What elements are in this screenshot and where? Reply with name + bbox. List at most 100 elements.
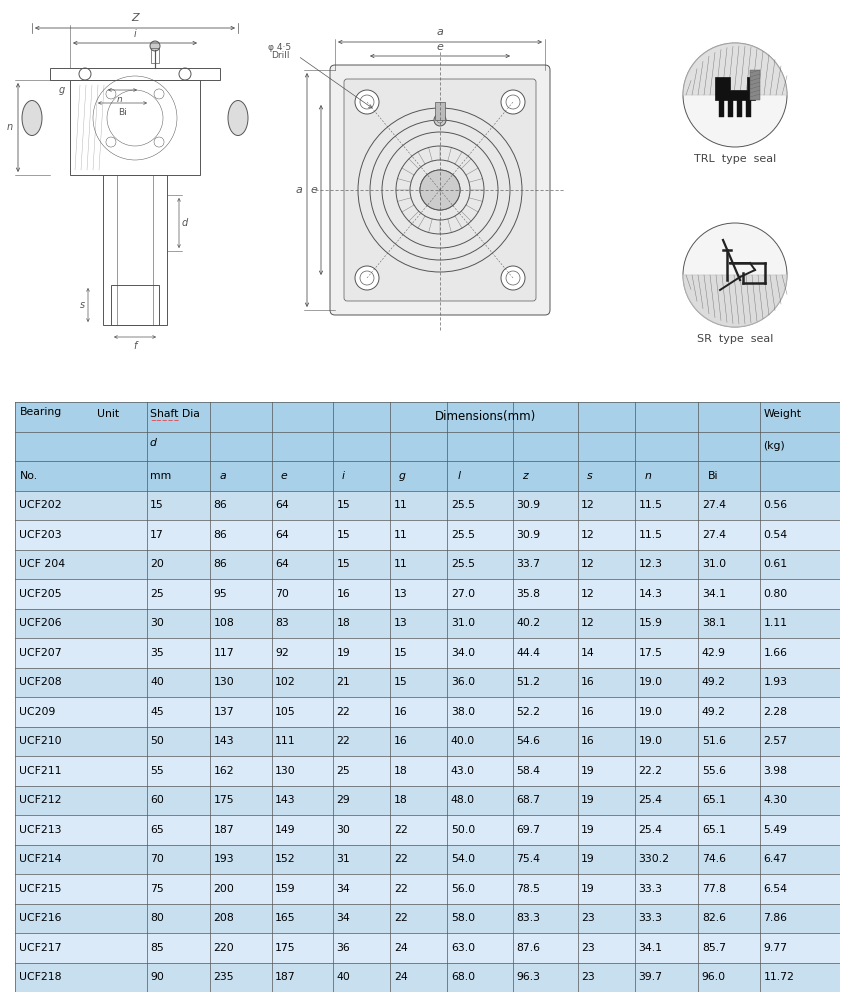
Text: 11: 11 — [394, 559, 407, 569]
Text: 12: 12 — [581, 530, 595, 540]
Text: 165: 165 — [275, 913, 296, 923]
Circle shape — [355, 266, 379, 290]
Text: 78.5: 78.5 — [516, 884, 540, 894]
Ellipse shape — [228, 101, 248, 135]
Circle shape — [420, 170, 460, 210]
Bar — [746, 99, 751, 117]
Text: 19: 19 — [581, 766, 595, 776]
Bar — [103, 175, 167, 325]
Text: 24: 24 — [394, 972, 407, 982]
Text: 30: 30 — [337, 825, 350, 835]
Text: 45: 45 — [150, 707, 164, 717]
Text: 117: 117 — [213, 648, 234, 658]
Text: e: e — [437, 42, 444, 52]
Bar — [15, 726, 840, 756]
Text: Bi: Bi — [119, 108, 128, 117]
Text: 42.9: 42.9 — [702, 648, 726, 658]
Text: 11: 11 — [394, 530, 407, 540]
Text: φ 4·5: φ 4·5 — [269, 43, 292, 52]
Text: 19.0: 19.0 — [638, 677, 662, 687]
Text: 15: 15 — [394, 677, 407, 687]
Text: 11.72: 11.72 — [763, 972, 794, 982]
Text: 1.11: 1.11 — [763, 618, 787, 628]
Text: 40.2: 40.2 — [516, 618, 540, 628]
Text: UCF210: UCF210 — [19, 736, 61, 746]
Text: l: l — [457, 471, 460, 481]
Text: (kg): (kg) — [763, 441, 785, 451]
Text: 12: 12 — [581, 589, 595, 599]
Text: 14: 14 — [581, 648, 595, 658]
Text: 80: 80 — [150, 913, 164, 923]
Text: 83: 83 — [275, 618, 289, 628]
Text: 330.2: 330.2 — [638, 854, 669, 864]
Text: g: g — [59, 85, 65, 95]
Text: 18: 18 — [394, 766, 407, 776]
Text: 2.28: 2.28 — [763, 707, 787, 717]
Text: 0.80: 0.80 — [763, 589, 788, 599]
Text: e: e — [281, 471, 287, 481]
Text: 43.0: 43.0 — [450, 766, 475, 776]
Text: 25.4: 25.4 — [638, 825, 662, 835]
Text: 16: 16 — [581, 707, 595, 717]
Text: UCF202: UCF202 — [19, 500, 61, 510]
Text: 137: 137 — [213, 707, 234, 717]
Text: s: s — [586, 471, 592, 481]
Text: 2.57: 2.57 — [763, 736, 787, 746]
Text: 31.0: 31.0 — [702, 559, 726, 569]
Text: 25: 25 — [150, 589, 164, 599]
Text: 65.1: 65.1 — [702, 825, 726, 835]
Text: 21: 21 — [337, 677, 350, 687]
Bar — [15, 874, 840, 904]
Text: 17.5: 17.5 — [638, 648, 662, 658]
Text: 38.0: 38.0 — [450, 707, 475, 717]
Text: 143: 143 — [213, 736, 234, 746]
Text: 200: 200 — [213, 884, 235, 894]
Bar — [15, 815, 840, 844]
Text: 50: 50 — [150, 736, 164, 746]
Text: 208: 208 — [213, 913, 234, 923]
Circle shape — [501, 90, 525, 114]
Bar — [50, 68, 220, 80]
Text: 35: 35 — [150, 648, 164, 658]
Text: 102: 102 — [275, 677, 296, 687]
Text: 175: 175 — [213, 795, 234, 805]
Text: 19: 19 — [337, 648, 350, 658]
Circle shape — [683, 223, 787, 327]
Text: 1.93: 1.93 — [763, 677, 787, 687]
Text: Drill: Drill — [271, 51, 289, 60]
Text: a: a — [437, 27, 444, 37]
Text: i: i — [133, 29, 136, 39]
Text: 25.5: 25.5 — [450, 500, 475, 510]
Text: 19: 19 — [581, 825, 595, 835]
Text: 69.7: 69.7 — [516, 825, 540, 835]
Text: 159: 159 — [275, 884, 296, 894]
Text: SR  type  seal: SR type seal — [697, 334, 774, 344]
Text: 25.5: 25.5 — [450, 559, 475, 569]
Text: UCF 204: UCF 204 — [19, 559, 65, 569]
Bar — [737, 99, 742, 117]
Text: Dimensions(mm): Dimensions(mm) — [434, 410, 536, 423]
Text: 19: 19 — [581, 854, 595, 864]
Text: 96.0: 96.0 — [702, 972, 726, 982]
Text: Bi: Bi — [708, 471, 718, 481]
Text: 15: 15 — [394, 648, 407, 658]
Text: 108: 108 — [213, 618, 234, 628]
Text: UCF216: UCF216 — [19, 913, 61, 923]
Text: 70: 70 — [275, 589, 289, 599]
Text: UCF211: UCF211 — [19, 766, 61, 776]
Bar — [15, 668, 840, 697]
Text: 36.0: 36.0 — [450, 677, 475, 687]
Text: 14.3: 14.3 — [638, 589, 662, 599]
Text: 86: 86 — [213, 559, 227, 569]
Text: 22: 22 — [337, 736, 350, 746]
Text: 92: 92 — [275, 648, 289, 658]
Text: 29: 29 — [337, 795, 350, 805]
Circle shape — [355, 90, 379, 114]
Text: 25.5: 25.5 — [450, 530, 475, 540]
Text: UCF207: UCF207 — [19, 648, 61, 658]
Text: 13: 13 — [394, 589, 407, 599]
Bar — [15, 579, 840, 608]
Text: 30.9: 30.9 — [516, 530, 540, 540]
Text: 9.77: 9.77 — [763, 943, 787, 953]
Text: 49.2: 49.2 — [702, 707, 726, 717]
